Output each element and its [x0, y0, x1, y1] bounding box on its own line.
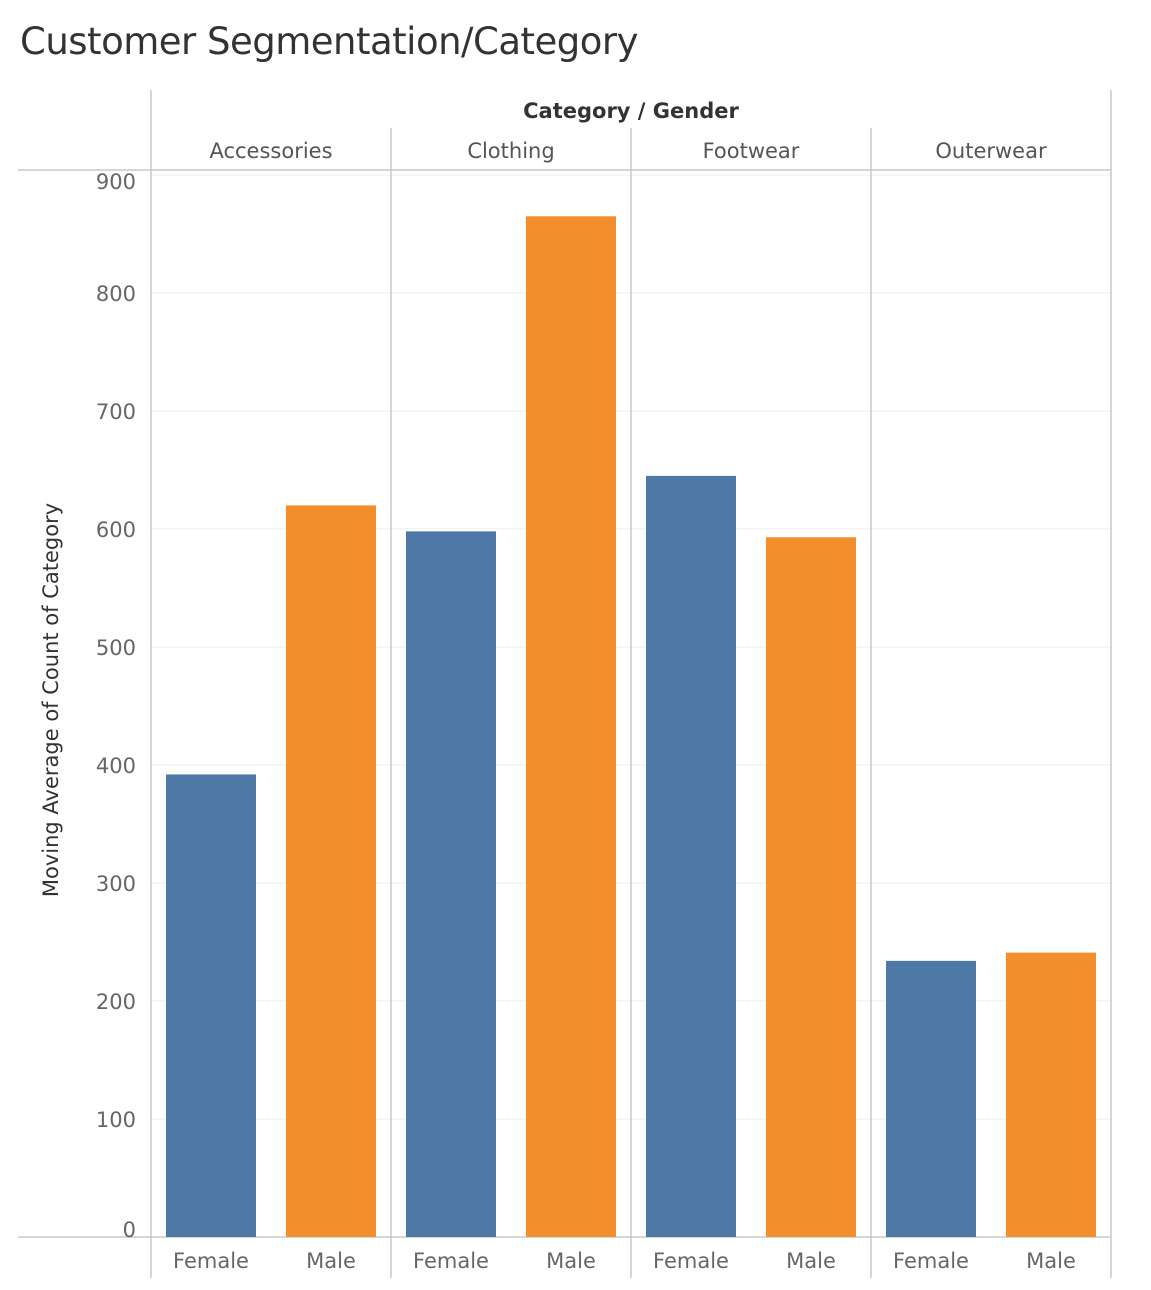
y-tick-label: 200: [96, 990, 136, 1014]
x-tick-label: Male: [546, 1249, 596, 1273]
y-axis-title: Moving Average of Count of Category: [39, 503, 63, 897]
chart-frame: [18, 90, 1112, 1278]
x-tick-label: Female: [413, 1249, 489, 1273]
y-tick-label: 800: [96, 282, 136, 306]
bar: [166, 774, 256, 1237]
group-label: Accessories: [209, 139, 332, 163]
y-tick-label: 500: [96, 636, 136, 660]
x-tick-label: Male: [786, 1249, 836, 1273]
bar: [406, 531, 496, 1237]
labels: 0 100 200 300 400 500 600 700 800 900 Accessories F…: [96, 139, 1076, 1273]
x-tick-label: Female: [653, 1249, 729, 1273]
column-header-title: Category / Gender: [523, 99, 739, 123]
x-tick-label: Female: [173, 1249, 249, 1273]
bar: [886, 960, 976, 1237]
bar: [526, 216, 616, 1238]
bar: [766, 537, 856, 1237]
y-tick-label: 600: [96, 518, 136, 542]
bar: [646, 475, 736, 1237]
x-tick-label: Male: [1026, 1249, 1076, 1273]
y-tick-label: 100: [96, 1108, 136, 1132]
group-label: Footwear: [703, 139, 800, 163]
y-tick-label: 0: [123, 1218, 136, 1242]
y-tick-label: 300: [96, 872, 136, 896]
y-tick-label: 700: [96, 400, 136, 424]
bar: [286, 505, 376, 1237]
bars: [166, 216, 1096, 1238]
y-tick-label: 900: [96, 170, 136, 194]
bar: [1006, 952, 1096, 1237]
group-label: Outerwear: [935, 139, 1047, 163]
x-tick-label: Female: [893, 1249, 969, 1273]
chart-title: Customer Segmentation/Category: [20, 20, 639, 63]
group-label: Clothing: [467, 139, 554, 163]
y-tick-label: 400: [96, 754, 136, 778]
x-tick-label: Male: [306, 1249, 356, 1273]
